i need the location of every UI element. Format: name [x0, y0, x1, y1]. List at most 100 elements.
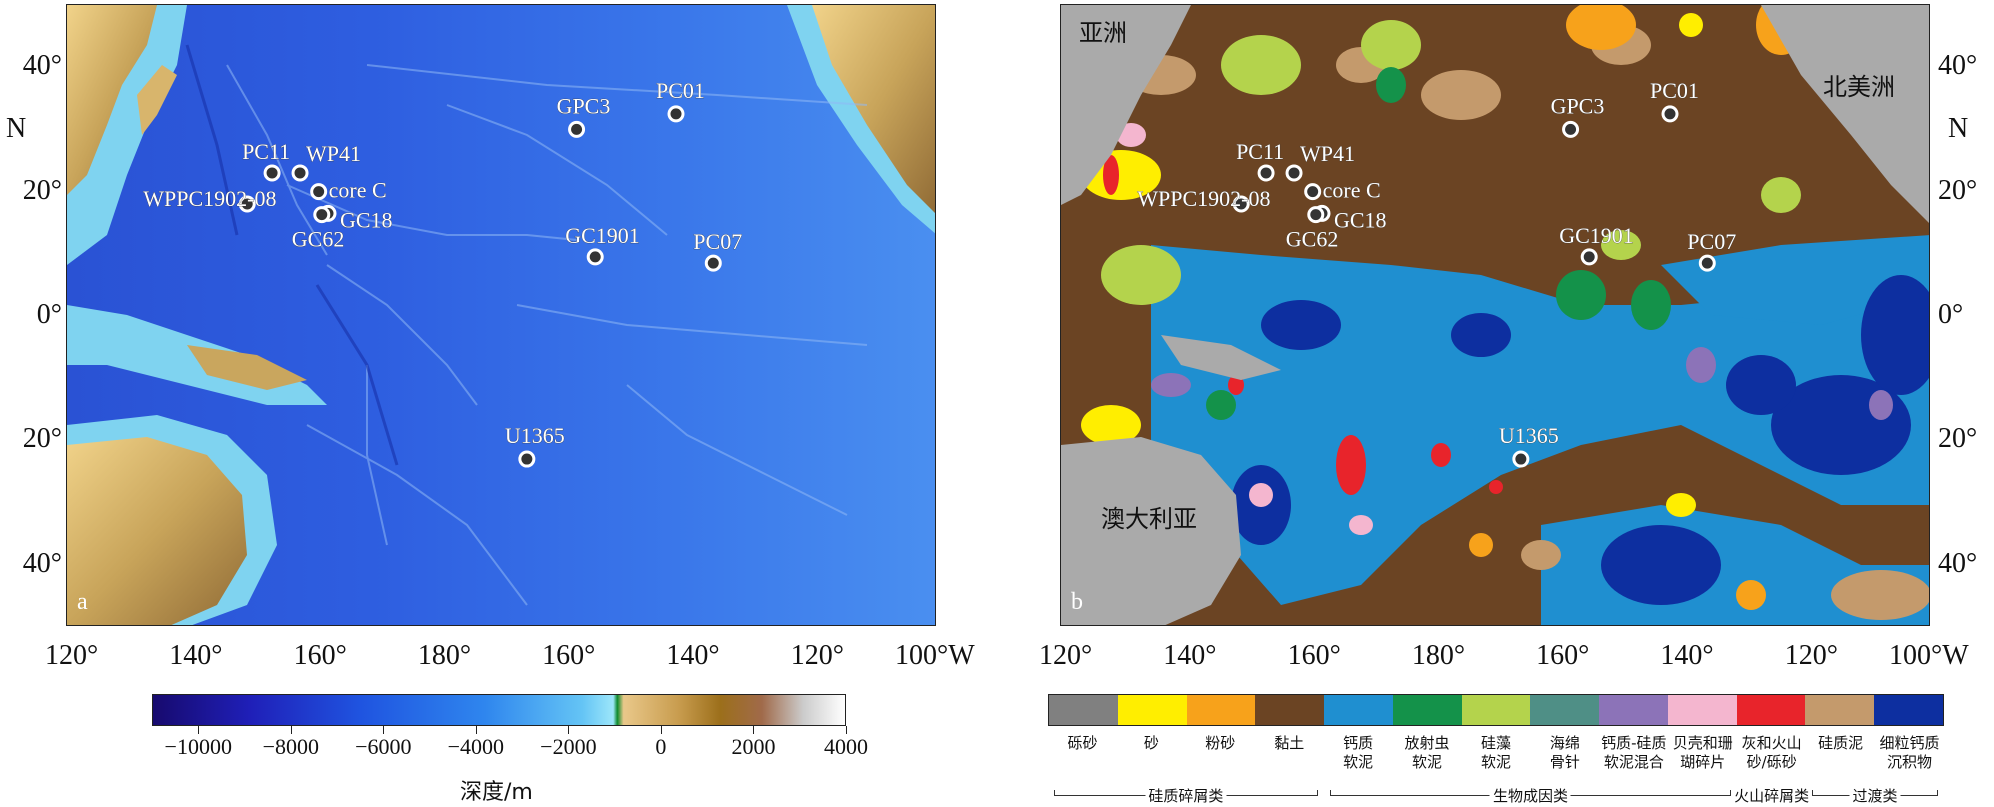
panel-b-x-tick-label: 100°W	[1889, 640, 1969, 671]
panel-a-x-tick-label: 180°	[417, 640, 472, 671]
sediment-legend-swatch	[1805, 695, 1875, 725]
panel-b-x-tick-label: 180°	[1411, 640, 1466, 671]
depth-colorbar-tickmark	[198, 726, 200, 734]
panel-b-y-axis-letter: N	[1948, 113, 1969, 144]
map-b-site-marker	[1257, 164, 1275, 182]
sediment-group-label: 生物成因类	[1489, 785, 1571, 806]
map-b-site-label: PC01	[1650, 78, 1699, 103]
map-b-site-marker	[1307, 206, 1325, 224]
map-b-site-marker	[1512, 450, 1530, 468]
map-a-site-label: PC07	[693, 229, 742, 254]
panel-a-y-tick-label: 20°	[22, 174, 62, 206]
map-b-site-marker	[1232, 195, 1250, 213]
depth-colorbar-tick-label: 2000	[731, 734, 776, 759]
map-b-site-label: WPPC1902-08	[1137, 186, 1270, 211]
map-b-site-marker	[1285, 164, 1303, 182]
sediment-legend-label: 硅质泥	[1818, 734, 1864, 752]
sediment-legend-swatch	[1530, 695, 1600, 725]
mixed-ooze-patches	[1151, 347, 1893, 420]
asia-landmass	[67, 5, 157, 195]
panel-b-y-tick-label: 20°	[1938, 423, 1978, 455]
panel-a-y-axis-letter: N	[6, 113, 27, 144]
north-america-land	[812, 5, 935, 213]
depth-colorbar-tick-label: −10000	[164, 734, 232, 759]
depth-colorbar-title: 深度/m	[460, 780, 533, 805]
sediment-legend-swatch	[1186, 695, 1256, 725]
panel-a-y-tick-label: 20°	[22, 423, 62, 455]
panel-a-x-tick-label: 140°	[666, 640, 720, 671]
seafloor-texture	[226, 64, 868, 606]
depth-colorbar-tickmark	[753, 726, 755, 734]
sediment-legend-label: 钙质 软泥	[1343, 734, 1374, 771]
new-guinea-land	[187, 345, 307, 390]
depth-colorbar-tickmark	[660, 726, 662, 734]
depth-colorbar-tickmark	[290, 726, 292, 734]
sediment-legend-label: 海绵 骨针	[1549, 734, 1580, 771]
bathymetry-map-panel: a GPC3 PC01 PC11 WP41 core C WPPC1902-08 GC18 G…	[66, 4, 936, 626]
map-a-site-label: GC62	[292, 227, 345, 252]
sites-b-group: GPC3 PC01 PC11 WP41 core C WPPC1902-08 GC18GC6…	[1137, 78, 1737, 468]
panel-a-x-tick-label: 140°	[169, 640, 223, 671]
sediment-legend-label: 灰和火山 砂/砾砂	[1741, 734, 1802, 771]
panel-b-x-tick-label: 160°	[1287, 640, 1341, 671]
sediment-legend-label: 放射虫 软泥	[1404, 734, 1450, 771]
map-a-site-label: WPPC1902-08	[143, 186, 276, 211]
map-b-site-label: WP41	[1300, 141, 1355, 166]
sediment-map: 亚洲 北美洲 澳大利亚 b GPC3 PC01 PC11 WP41 core C WPPC…	[1061, 5, 1929, 625]
sediment-legend-label: 钙质-硅质 软泥混合	[1601, 734, 1667, 771]
panel-a-letter: a	[77, 589, 88, 615]
map-b-site-label: U1365	[1499, 423, 1559, 448]
sediment-legend-label: 硅藻 软泥	[1480, 734, 1512, 771]
depth-colorbar	[152, 694, 846, 726]
map-b-site-label: GPC3	[1551, 93, 1605, 118]
map-a-site-label: PC11	[242, 139, 290, 164]
map-a-site-label: GC1901	[565, 223, 640, 248]
calcareous-ooze-east	[1661, 235, 1929, 325]
depth-colorbar-tick-label: 4000	[824, 734, 868, 759]
panel-a-y-tick-label: 40°	[22, 50, 62, 82]
panel-b-x-tick-label: 160°	[1536, 640, 1590, 671]
sites-a-group: GPC3 PC01 PC11 WP41 core C WPPC1902-08 GC18GC6…	[143, 78, 743, 468]
depth-colorbar-tick-label: 0	[655, 734, 667, 759]
map-a-site-marker	[667, 105, 685, 123]
map-a-site-marker	[263, 164, 281, 182]
panel-b-x-tick-label: 140°	[1660, 640, 1714, 671]
sediment-legend-swatch	[1736, 695, 1806, 725]
sediment-legend-swatch	[1117, 695, 1187, 725]
sediment-legend-label: 粉砂	[1205, 734, 1236, 752]
panel-b-x-tick-label: 120°	[1039, 640, 1093, 671]
map-a-site-label: U1365	[505, 423, 565, 448]
map-b-site-marker	[1661, 105, 1679, 123]
depth-colorbar-tick-label: −4000	[447, 734, 505, 759]
volcanic-patches	[1103, 155, 1503, 495]
map-a-site-label: GC18	[340, 207, 393, 232]
map-b-site-label: PC07	[1687, 229, 1736, 254]
asia-land	[1061, 5, 1191, 205]
panel-b-y-tick-label: 0°	[1938, 299, 1964, 330]
panel-a-x-tick-label: 160°	[293, 640, 347, 671]
map-a-site-label: PC01	[656, 78, 705, 103]
sediment-legend-swatch	[1874, 695, 1943, 725]
panel-a-x-tick-label: 120°	[790, 640, 844, 671]
sediment-legend-swatch	[1667, 695, 1737, 725]
sediment-legend-swatch	[1324, 695, 1393, 725]
panel-b-x-tick-label: 140°	[1163, 640, 1217, 671]
japan-island	[137, 65, 177, 135]
map-b-site-marker	[1580, 248, 1598, 266]
sediment-legend-label: 砂	[1143, 734, 1159, 752]
sediment-group-label: 硅质碎屑类	[1145, 785, 1227, 806]
map-a-site-marker	[291, 164, 309, 182]
map-a-site-marker	[310, 183, 328, 201]
panel-a-x-tick-label: 120°	[45, 640, 99, 671]
map-b-site-label: core C	[1323, 178, 1381, 203]
asia-label: 亚洲	[1079, 19, 1127, 47]
sediment-legend-label: 砾砂	[1067, 734, 1098, 752]
map-b-site-label: GC1901	[1559, 223, 1634, 248]
map-a-site-label: core C	[329, 178, 387, 203]
radiolarian-ooze-patches	[1206, 67, 1671, 420]
north-america-land	[1761, 5, 1929, 223]
panel-a-x-tick-label: 160°	[542, 640, 596, 671]
sediment-legend-label: 黏土	[1274, 734, 1305, 752]
panel-a-y-tick-label: 0°	[36, 299, 62, 330]
